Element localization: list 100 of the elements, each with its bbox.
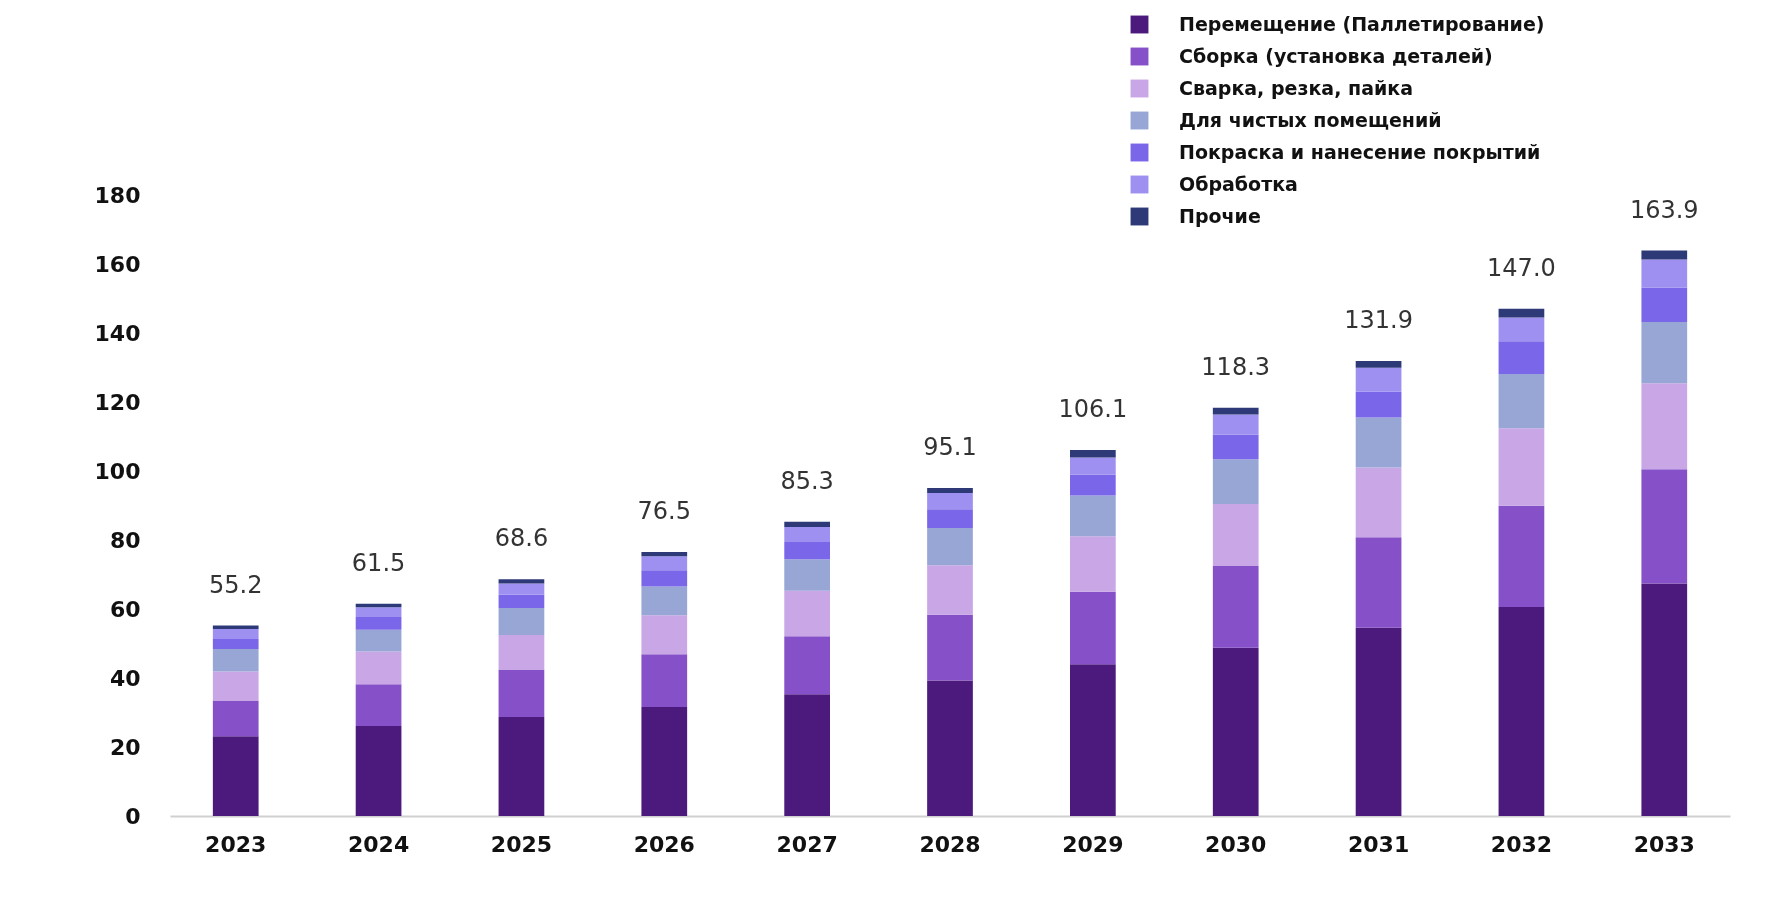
bar — [1641, 583, 1688, 816]
x-tick-label: 2032 — [1490, 831, 1553, 857]
bar — [784, 559, 830, 591]
legend-label: Прочие — [1179, 204, 1261, 227]
bar — [1355, 360, 1402, 368]
bar — [1070, 536, 1116, 592]
bar — [1212, 647, 1259, 816]
bar — [1498, 317, 1545, 342]
bar — [1641, 287, 1688, 322]
y-tick-label: 40 — [109, 665, 141, 691]
bar — [355, 607, 402, 617]
bar — [784, 694, 830, 816]
bar — [355, 651, 402, 685]
bar — [1070, 449, 1116, 458]
bar — [1212, 459, 1259, 505]
x-tick-label: 2023 — [205, 831, 267, 857]
bar — [1355, 367, 1402, 392]
bar — [498, 716, 545, 816]
x-tick-label: 2026 — [633, 831, 695, 857]
y-tick-label: 80 — [109, 527, 141, 553]
bar — [1070, 495, 1116, 537]
y-tick-label: 120 — [94, 389, 141, 415]
total-label: 147.0 — [1487, 253, 1556, 282]
bar — [784, 636, 830, 695]
bar — [498, 583, 545, 595]
bar — [1355, 467, 1402, 538]
x-tick-label: 2024 — [347, 831, 410, 857]
bar — [784, 590, 830, 637]
bar — [1355, 417, 1402, 468]
legend-label: Сборка (установка деталей) — [1179, 44, 1493, 67]
bar — [212, 639, 259, 650]
x-tick-label: 2031 — [1347, 831, 1410, 857]
bar — [1641, 383, 1688, 470]
bar — [641, 570, 688, 587]
bar — [784, 521, 830, 527]
total-label: 118.3 — [1201, 352, 1271, 381]
bar — [1212, 504, 1259, 566]
bar — [1498, 606, 1545, 816]
legend-label: Обработка — [1179, 172, 1298, 195]
bar — [212, 700, 259, 737]
legend-label: Перемещение (Паллетирование) — [1179, 12, 1545, 35]
bar — [1355, 627, 1402, 816]
bar — [355, 616, 402, 630]
bar — [641, 654, 688, 707]
total-label: 95.1 — [923, 432, 977, 461]
x-tick-label: 2025 — [490, 831, 553, 857]
x-tick-label: 2029 — [1062, 831, 1124, 857]
bar — [1212, 565, 1259, 648]
bar — [1498, 505, 1545, 607]
bar — [498, 607, 545, 635]
total-label: 61.5 — [351, 548, 406, 577]
bar — [641, 556, 688, 571]
bar — [1498, 308, 1545, 318]
legend-label: Для чистых помещений — [1179, 108, 1442, 131]
bar — [1070, 664, 1116, 816]
total-label: 85.3 — [780, 466, 834, 495]
bar — [212, 649, 259, 672]
bar — [1641, 321, 1688, 384]
bar — [1498, 374, 1545, 429]
y-tick-label: 140 — [94, 320, 141, 346]
bar — [212, 671, 259, 701]
bar — [1070, 474, 1116, 496]
bar — [355, 684, 402, 726]
bar — [927, 565, 973, 615]
bar — [1641, 250, 1688, 260]
bar — [927, 487, 973, 494]
bar — [784, 542, 830, 560]
y-tick-label: 60 — [109, 596, 141, 622]
y-tick-label: 0 — [125, 803, 141, 829]
bar — [498, 634, 545, 670]
y-tick-label: 20 — [109, 734, 141, 760]
legend-label: Сварка, резка, пайка — [1179, 76, 1413, 99]
bar — [1212, 414, 1259, 435]
bar — [927, 680, 973, 816]
legend-label: Покраска и нанесение покрытий — [1179, 140, 1541, 163]
bar — [1070, 457, 1116, 475]
bar — [1355, 537, 1402, 628]
bar — [641, 615, 688, 655]
bar — [1641, 259, 1688, 288]
x-tick-label: 2027 — [776, 831, 838, 857]
bar — [1498, 341, 1545, 375]
y-tick-label: 100 — [94, 458, 141, 484]
y-tick-label: 180 — [94, 182, 141, 208]
bar — [212, 736, 259, 816]
bar — [641, 586, 688, 616]
x-tick-label: 2028 — [919, 831, 981, 857]
y-tick-label: 160 — [94, 251, 141, 277]
x-tick-label: 2030 — [1205, 831, 1267, 857]
bar — [498, 579, 545, 584]
bar — [1498, 428, 1545, 506]
bar — [927, 493, 973, 510]
bar — [641, 552, 688, 557]
bar — [498, 669, 545, 717]
bar — [1212, 434, 1259, 460]
bar — [1070, 591, 1116, 665]
bar — [641, 706, 688, 816]
total-label: 131.9 — [1344, 305, 1413, 334]
x-tick-label: 2033 — [1633, 831, 1695, 857]
bar — [1355, 391, 1402, 418]
bar — [355, 629, 402, 652]
